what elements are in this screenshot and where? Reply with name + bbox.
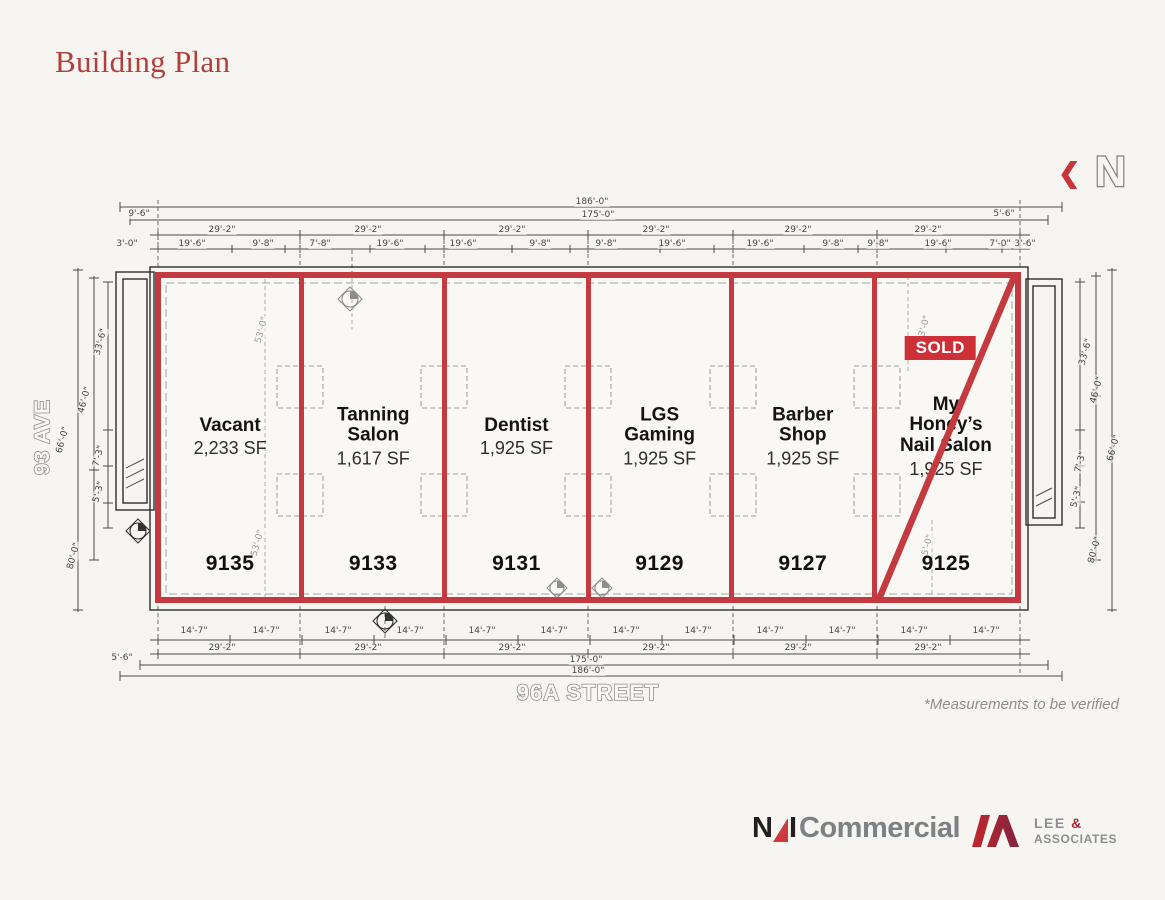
unit-name: My Honey’s Nail Salon bbox=[900, 393, 992, 457]
nai-letter-i: I bbox=[788, 812, 797, 844]
street-label-96a: 96A STREET bbox=[517, 680, 659, 705]
north-letter: N bbox=[1094, 147, 1127, 197]
lee-associates-logo: LEE & ASSOCIATES bbox=[972, 812, 1117, 850]
page-title: Building Plan bbox=[55, 44, 231, 79]
building-outline: Vacant 2,233 SF 9135 Tanning Salon 1,617… bbox=[155, 272, 1021, 603]
measurements-note: *Measurements to be verified bbox=[923, 696, 1119, 713]
nai-letter-n: N bbox=[752, 812, 773, 844]
unit-name: LGS Gaming bbox=[624, 404, 695, 446]
north-chevron-icon: ❮ bbox=[1058, 158, 1081, 188]
street-label-93-ave: 93 AVE bbox=[31, 399, 54, 475]
unit-number: 9125 bbox=[921, 552, 971, 575]
lee-mark-icon bbox=[972, 815, 1019, 847]
unit-area: 1,925 SF bbox=[623, 448, 697, 469]
unit-number: 9131 bbox=[492, 552, 541, 575]
nai-commercial-logo: N I Commercial bbox=[752, 812, 961, 844]
section-marker-icons bbox=[125, 286, 613, 634]
lee-line2: ASSOCIATES bbox=[1034, 831, 1118, 846]
unit-number: 9135 bbox=[205, 552, 255, 575]
lee-ampersand: & bbox=[1071, 815, 1083, 832]
dimension-lines bbox=[73, 200, 1117, 681]
nai-a-triangle-icon bbox=[772, 818, 788, 842]
unit-name: Barber Shop bbox=[772, 404, 834, 446]
sold-badge: SOLD bbox=[904, 336, 976, 360]
lee-line1: LEE bbox=[1034, 815, 1066, 832]
unit-area: 1,925 SF bbox=[766, 448, 840, 469]
unit-number: 9129 bbox=[635, 552, 684, 575]
unit-number: 9127 bbox=[778, 552, 828, 575]
unit-area: 1,925 SF bbox=[479, 438, 553, 459]
unit-name: Dentist bbox=[484, 414, 549, 436]
unit-9127: Barber Shop 1,925 SF 9127 bbox=[734, 278, 877, 597]
unit-9135: Vacant 2,233 SF 9135 bbox=[161, 278, 305, 597]
unit-area: 1,925 SF bbox=[909, 459, 983, 480]
north-indicator: ❮ N bbox=[1052, 146, 1157, 198]
unit-9125: SOLD My Honey’s Nail Salon 1,925 SF 9125 bbox=[877, 278, 1015, 597]
unit-number: 9133 bbox=[348, 552, 398, 575]
unit-9131: Dentist 1,925 SF 9131 bbox=[447, 278, 591, 597]
unit-9129: LGS Gaming 1,925 SF 9129 bbox=[591, 278, 734, 597]
unit-name: Tanning Salon bbox=[337, 404, 410, 446]
unit-area: 1,617 SF bbox=[336, 448, 410, 469]
unit-9133: Tanning Salon 1,617 SF 9133 bbox=[304, 278, 448, 597]
nai-word: Commercial bbox=[799, 812, 961, 844]
unit-name: Vacant bbox=[199, 414, 261, 436]
north-label: N bbox=[1095, 148, 1126, 196]
unit-area: 2,233 SF bbox=[193, 438, 267, 459]
